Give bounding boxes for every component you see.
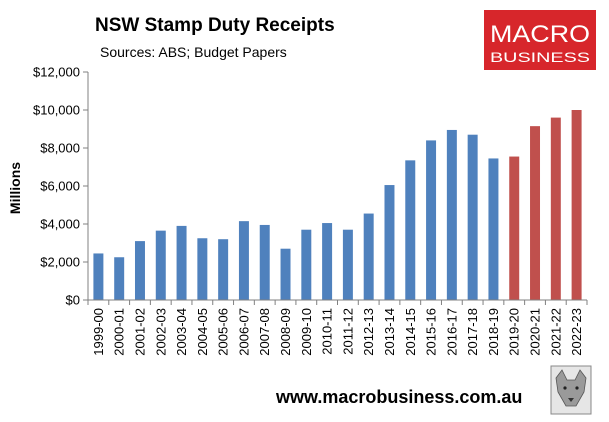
x-tick-label: 2002-03 bbox=[153, 308, 168, 356]
x-tick-label: 2006-07 bbox=[236, 308, 251, 356]
y-axis: $0 $2,000 $4,000 $6,000 $8,000 $10,000 $12,000 bbox=[33, 65, 88, 308]
bars-group bbox=[93, 110, 582, 301]
x-tick-label: 2018-19 bbox=[486, 308, 501, 356]
bar-2008-09 bbox=[280, 248, 291, 300]
bar-2012-13 bbox=[363, 213, 374, 300]
x-axis: 1999-00 2000-01 2001-02 2002-03 2003-04 2004-… bbox=[87, 300, 588, 356]
x-tick-label: 2014-15 bbox=[403, 308, 418, 356]
x-tick-label: 2007-08 bbox=[257, 308, 272, 356]
x-tick-label: 2015-16 bbox=[424, 308, 439, 356]
bar-2015-16 bbox=[426, 140, 437, 300]
x-tick-label: 2019-20 bbox=[507, 308, 522, 356]
x-tick-label: 1999-00 bbox=[91, 308, 106, 356]
bar-2020-21 bbox=[530, 126, 541, 301]
macrobusiness-logo: MACRO BUSINESS bbox=[484, 10, 596, 70]
x-tick-label: 2012-13 bbox=[361, 308, 376, 356]
y-axis-label: Millions bbox=[7, 162, 23, 214]
x-tick-label: 2009-10 bbox=[299, 308, 314, 356]
x-tick-label: 2016-17 bbox=[444, 308, 459, 356]
x-tick-label: 2005-06 bbox=[216, 308, 231, 356]
logo-background bbox=[484, 10, 596, 70]
bar-2017-18 bbox=[467, 134, 478, 300]
x-tick-label: 2001-02 bbox=[132, 308, 147, 356]
x-tick-label: 2020-21 bbox=[528, 308, 543, 356]
x-tick-label: 2013-14 bbox=[382, 308, 397, 356]
bar-2019-20 bbox=[509, 156, 520, 300]
bar-2018-19 bbox=[488, 158, 499, 300]
chart-subtitle: Sources: ABS; Budget Papers bbox=[100, 44, 287, 60]
x-tick-label: 2004-05 bbox=[195, 308, 210, 356]
y-tick-label: $10,000 bbox=[33, 103, 80, 118]
bar-2013-14 bbox=[384, 185, 395, 300]
bar-2010-11 bbox=[322, 223, 333, 300]
bar-1999-00 bbox=[93, 253, 104, 300]
footer-url: www.macrobusiness.com.au bbox=[275, 387, 522, 407]
bar-2006-07 bbox=[238, 221, 249, 300]
x-tick-label: 2008-09 bbox=[278, 308, 293, 356]
x-tick-label: 2000-01 bbox=[112, 308, 127, 356]
bar-2001-02 bbox=[134, 241, 145, 300]
y-tick-label: $6,000 bbox=[40, 179, 80, 194]
x-tick-label: 2003-04 bbox=[174, 308, 189, 356]
bar-2021-22 bbox=[550, 117, 561, 300]
bar-2007-08 bbox=[259, 224, 270, 300]
y-tick-label: $12,000 bbox=[33, 65, 80, 80]
y-tick-label: $8,000 bbox=[40, 141, 80, 156]
logo-line-macro: MACRO bbox=[490, 21, 590, 48]
x-tick-label: 2010-11 bbox=[320, 308, 335, 355]
y-tick-label: $4,000 bbox=[40, 217, 80, 232]
y-tick-label: $2,000 bbox=[40, 255, 80, 270]
chart-title: NSW Stamp Duty Receipts bbox=[95, 15, 335, 36]
bar-2009-10 bbox=[301, 229, 312, 300]
wolf-emblem-icon bbox=[550, 365, 592, 415]
y-tick-label: $0 bbox=[66, 293, 80, 308]
x-tick-label: 2017-18 bbox=[465, 308, 480, 356]
bar-2014-15 bbox=[405, 160, 416, 300]
bar-2004-05 bbox=[197, 238, 208, 300]
bar-2003-04 bbox=[176, 225, 187, 300]
logo-line-business: BUSINESS bbox=[490, 49, 590, 65]
bar-2005-06 bbox=[218, 239, 229, 300]
bar-2011-12 bbox=[342, 229, 353, 300]
bar-2022-23 bbox=[571, 110, 582, 300]
x-tick-label: 2011-12 bbox=[340, 308, 355, 355]
bar-2000-01 bbox=[114, 257, 125, 300]
x-tick-label: 2022-23 bbox=[569, 308, 584, 356]
bar-2016-17 bbox=[446, 129, 457, 300]
x-tick-label: 2021-22 bbox=[548, 308, 563, 356]
bar-2002-03 bbox=[155, 230, 166, 300]
